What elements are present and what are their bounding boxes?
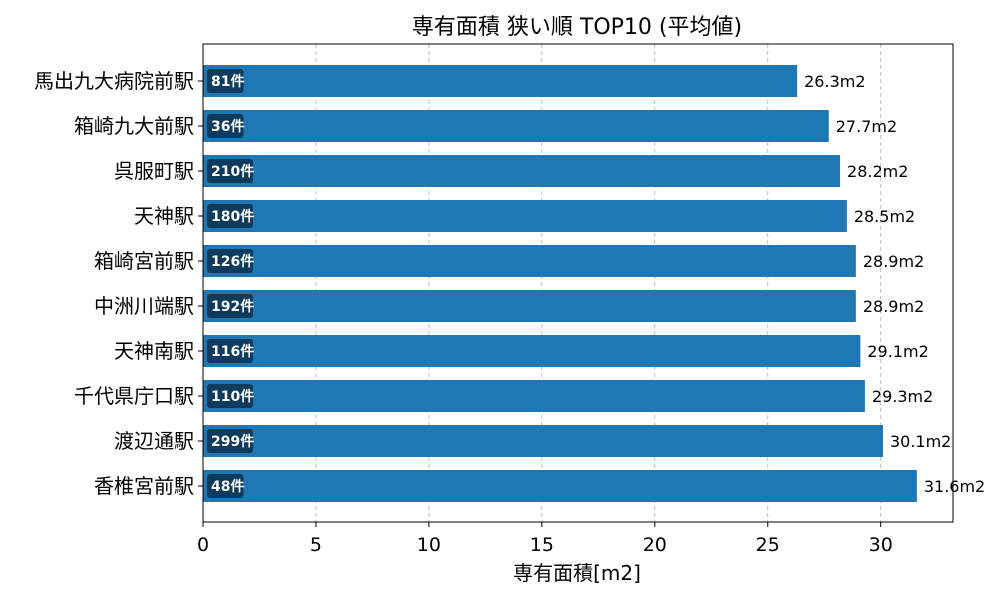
bar <box>203 290 856 322</box>
count-badge <box>207 384 253 408</box>
x-tick-label: 25 <box>756 534 780 556</box>
bar <box>203 155 841 187</box>
count-label: 110件 <box>211 388 254 405</box>
x-tick-label: 15 <box>530 534 554 556</box>
count-badge <box>207 159 253 183</box>
x-tick-label: 5 <box>310 534 322 556</box>
chart-title: 専有面積 狭い順 TOP10 (平均値) <box>412 15 742 40</box>
count-badge <box>207 474 244 498</box>
count-badge <box>207 69 244 93</box>
value-label: 26.3m2 <box>804 72 865 91</box>
value-label: 30.1m2 <box>890 432 951 451</box>
value-label: 28.9m2 <box>863 297 924 316</box>
y-tick-label: 箱崎九大前駅 <box>74 114 194 138</box>
bars: 81件 26.3m2 36件 27.7m2 210件 28.2m2 180件 28.5m2 12… <box>203 65 985 502</box>
value-label: 29.3m2 <box>872 387 933 406</box>
bar <box>203 200 847 232</box>
y-tick-label: 天神駅 <box>134 204 194 228</box>
count-label: 81件 <box>211 73 244 90</box>
count-label: 116件 <box>211 343 254 360</box>
x-tick-label: 0 <box>197 534 209 556</box>
bar <box>203 110 829 142</box>
plot-frame <box>202 43 954 523</box>
y-axis: 馬出九大病院前駅箱崎九大前駅呉服町駅天神駅箱崎宮前駅中洲川端駅天神南駅千代県庁口… <box>34 69 203 498</box>
count-label: 36件 <box>211 118 244 135</box>
bar <box>203 335 861 367</box>
value-label: 29.1m2 <box>867 342 928 361</box>
y-tick-label: 呉服町駅 <box>114 159 194 183</box>
value-label: 28.5m2 <box>854 207 915 226</box>
count-label: 48件 <box>211 478 244 495</box>
bar <box>203 380 865 412</box>
count-label: 210件 <box>211 163 254 180</box>
value-label: 28.2m2 <box>847 162 908 181</box>
count-badge <box>207 339 253 363</box>
x-tick-label: 20 <box>643 534 667 556</box>
count-badge <box>207 249 253 273</box>
value-label: 31.6m2 <box>924 477 985 496</box>
y-tick-label: 渡辺通駅 <box>114 429 194 453</box>
count-badge <box>207 114 244 138</box>
value-label: 27.7m2 <box>836 117 897 136</box>
count-badge <box>207 294 253 318</box>
value-label: 28.9m2 <box>863 252 924 271</box>
x-tick-label: 30 <box>869 534 893 556</box>
count-label: 192件 <box>211 298 254 315</box>
bar <box>203 245 856 277</box>
count-badge <box>207 429 253 453</box>
bar <box>203 65 798 97</box>
count-label: 180件 <box>211 208 254 225</box>
count-badge <box>207 204 253 228</box>
count-label: 299件 <box>211 433 254 450</box>
y-tick-label: 馬出九大病院前駅 <box>34 69 194 93</box>
x-axis-label: 専有面積[m2] <box>513 561 641 585</box>
count-label: 126件 <box>211 253 254 270</box>
x-axis: 0 5 10 15 20 25 30 <box>197 522 893 556</box>
y-tick-label: 箱崎宮前駅 <box>94 249 194 273</box>
bar <box>203 425 883 457</box>
bar <box>203 470 917 502</box>
x-tick-label: 10 <box>417 534 441 556</box>
y-tick-label: 中洲川端駅 <box>94 294 194 318</box>
y-tick-label: 天神南駅 <box>114 339 194 363</box>
y-tick-label: 千代県庁口駅 <box>74 384 194 408</box>
y-tick-label: 香椎宮前駅 <box>94 474 194 498</box>
